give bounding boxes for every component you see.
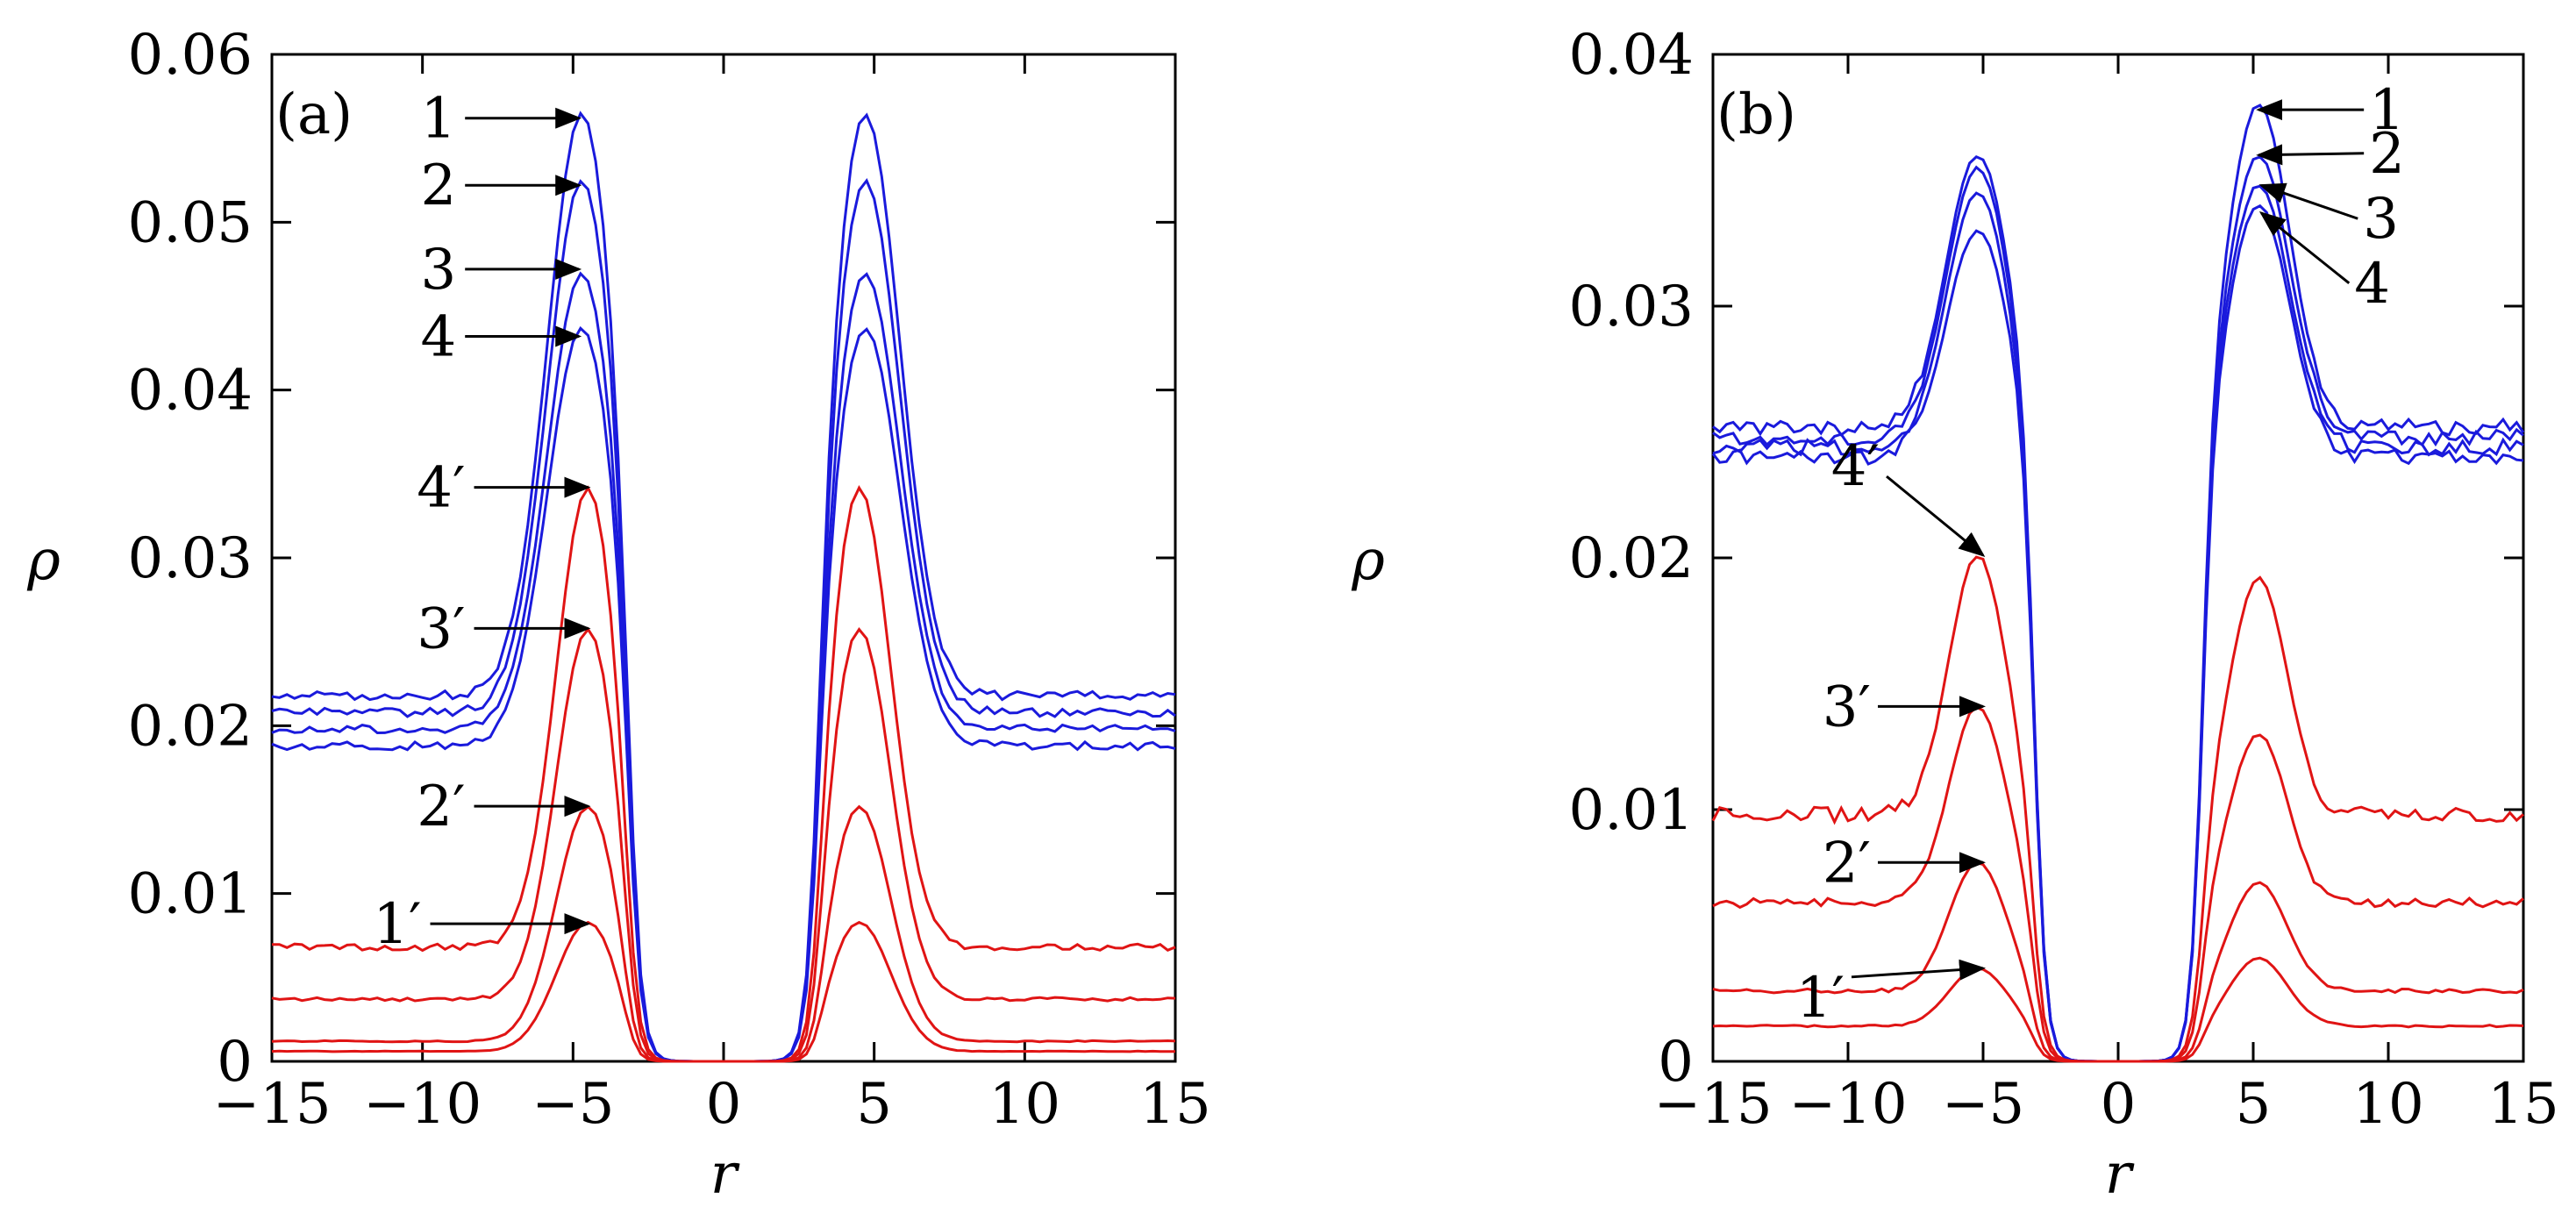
y-tick-label: 0.03 <box>1569 275 1695 339</box>
x-tick-label: 5 <box>2236 1072 2272 1137</box>
y-tick-label: 0.04 <box>1569 23 1695 88</box>
panel-label: (b) <box>1716 82 1796 147</box>
series-line <box>271 485 1176 1063</box>
x-tick-label: 0 <box>2101 1072 2137 1137</box>
annotation-label: 3 <box>420 238 456 303</box>
y-tick-label: 0.06 <box>128 23 253 88</box>
annotation-label: 4 <box>2354 252 2390 317</box>
y-tick-label: 0.01 <box>1569 778 1695 843</box>
x-axis-label: r <box>710 1142 740 1207</box>
x-tick-label: −5 <box>532 1072 614 1137</box>
annotation-label: 2′ <box>417 775 465 839</box>
x-tick-label: −15 <box>212 1072 331 1137</box>
y-tick-label: 0 <box>217 1030 253 1095</box>
annotation-label: 4 <box>420 304 456 369</box>
x-tick-label: 15 <box>2487 1072 2558 1137</box>
annotation-label: 4′ <box>1831 434 1880 499</box>
annotation-label: 1 <box>420 87 456 152</box>
x-tick-label: −5 <box>1942 1072 2024 1137</box>
annotation-arrow <box>2256 144 2365 166</box>
y-tick-label: 0 <box>1658 1030 1694 1095</box>
x-tick-label: 15 <box>1139 1072 1210 1137</box>
annotation-label: 1 <box>2369 78 2405 143</box>
x-tick-label: −15 <box>1653 1072 1772 1137</box>
annotation-label: 4′ <box>417 456 465 521</box>
annotation-label: 3 <box>2363 187 2399 252</box>
annotation-label: 3′ <box>417 596 465 661</box>
y-axis-label: ρ <box>26 528 61 593</box>
annotation-arrow <box>1851 959 1986 981</box>
annotation-arrow <box>2258 211 2351 284</box>
annotation-label: 2 <box>2369 122 2405 187</box>
series-line <box>1711 204 2524 1063</box>
annotation-label: 2′ <box>1823 831 1871 896</box>
y-tick-label: 0.01 <box>128 862 253 927</box>
series-line <box>1712 104 2525 1063</box>
y-tick-label: 0.04 <box>128 359 253 424</box>
panel-a: −15 −10 −5 0 5 10 15 0 0.01 0.02 0.03 0.04 0.05 0.06 r… <box>26 23 1211 1207</box>
x-tick-label: 10 <box>989 1072 1060 1137</box>
y-tick-label: 0.02 <box>1569 526 1695 591</box>
annotation-label: 3′ <box>1823 675 1871 739</box>
x-tick-label: 10 <box>2352 1072 2423 1137</box>
x-tick-label: 0 <box>706 1072 742 1137</box>
series-line <box>1712 956 2524 1063</box>
panel-label: (a) <box>275 82 353 147</box>
annotation-arrow <box>2258 182 2358 220</box>
x-tick-label: −10 <box>1788 1072 1907 1137</box>
series-line <box>271 920 1176 1063</box>
y-tick-label: 0.05 <box>128 190 253 255</box>
series-line <box>1712 155 2524 1063</box>
annotation-arrow <box>1886 475 1986 558</box>
series-line <box>1712 184 2524 1063</box>
x-axis-label: r <box>2105 1142 2135 1207</box>
plot-frame <box>1711 53 2525 1063</box>
annotation-label: 1′ <box>373 892 421 957</box>
y-axis-label: ρ <box>1351 528 1385 593</box>
y-tick-label: 0.02 <box>128 694 253 759</box>
annotation-label: 2 <box>420 154 456 218</box>
x-tick-label: 5 <box>856 1072 892 1137</box>
x-tick-label: −10 <box>363 1072 482 1137</box>
y-tick-label: 0.03 <box>128 526 253 591</box>
annotation-label: 1′ <box>1796 966 1845 1031</box>
